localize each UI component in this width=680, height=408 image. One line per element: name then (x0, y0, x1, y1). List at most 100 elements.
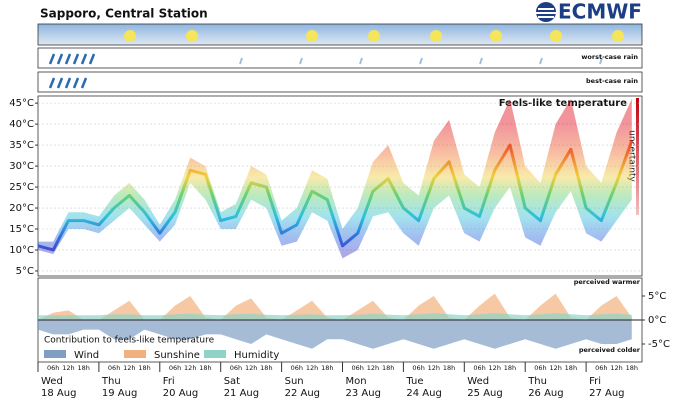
sun (550, 30, 562, 42)
day-label: Thu (527, 376, 547, 387)
hour-label: 18h (321, 364, 333, 372)
contrib-area (38, 293, 632, 320)
logo: ECMWF (536, 0, 642, 24)
hour-label: 12h (245, 364, 257, 372)
hour-label: 18h (626, 364, 638, 372)
day-label: Wed (41, 376, 63, 387)
y-tick-label: 15°C (9, 224, 34, 235)
main-title: Feels-like temperature (499, 98, 627, 109)
uncertainty-band (38, 98, 632, 259)
hour-label: 18h (260, 364, 272, 372)
date-label: 23 Aug (346, 388, 381, 399)
y-tick-label: 25°C (9, 182, 34, 193)
y-tick-label: 35°C (9, 140, 34, 151)
hour-label: 12h (123, 364, 135, 372)
date-label: 20 Aug (163, 388, 198, 399)
y2-tick-label: 0°C (648, 315, 666, 326)
sun (306, 30, 318, 42)
hour-label: 12h (306, 364, 318, 372)
date-label: 21 Aug (224, 388, 259, 399)
hour-label: 06h (47, 364, 59, 372)
hour-label: 06h (412, 364, 424, 372)
hour-label: 18h (565, 364, 577, 372)
hour-label: 12h (428, 364, 440, 372)
hour-label: 12h (62, 364, 74, 372)
legend-title: Contribution to feels-like temperature (44, 336, 215, 346)
legend-swatch (124, 350, 146, 358)
y-tick-label: 10°C (9, 245, 34, 256)
legend-label: Humidity (234, 350, 279, 361)
date-label: 27 Aug (589, 388, 624, 399)
date-label: 19 Aug (102, 388, 137, 399)
legend-swatch (44, 350, 66, 358)
hour-label: 12h (489, 364, 501, 372)
hour-label: 12h (610, 364, 622, 372)
hour-label: 06h (534, 364, 546, 372)
hour-label: 18h (138, 364, 150, 372)
y-tick-label: 45°C (9, 98, 34, 109)
logo-lines (536, 8, 556, 18)
day-label: Fri (589, 376, 601, 387)
hour-label: 18h (504, 364, 516, 372)
uncertainty-bar (636, 98, 639, 215)
contrib-area (38, 313, 632, 320)
suns (124, 30, 624, 42)
plot-layer: 5°C 10°C 15°C 20°C 25°C 30°C 35°C 40°C 45°C 5°C 0°… (9, 98, 670, 399)
sun (612, 30, 624, 42)
legend-label: Wind (74, 350, 99, 361)
legend-swatch (204, 350, 226, 358)
hour-label: 18h (443, 364, 455, 372)
warmer-label: perceived warmer (574, 278, 641, 286)
legend-label: Sunshine (154, 350, 200, 361)
date-label: 26 Aug (528, 388, 563, 399)
hour-label: 06h (108, 364, 120, 372)
rain-row (37, 71, 643, 93)
date-label: 22 Aug (285, 388, 320, 399)
hour-label: 06h (352, 364, 364, 372)
legend: Wind Sunshine Humidity (44, 350, 279, 361)
date-label: 25 Aug (467, 388, 502, 399)
hour-label: 06h (169, 364, 181, 372)
date-label: 24 Aug (406, 388, 441, 399)
y2-tick-label: 5°C (648, 291, 666, 302)
sun (490, 30, 502, 42)
title: Sapporo, Central Station (40, 7, 208, 21)
hour-label: 06h (230, 364, 242, 372)
day-label: Tue (405, 376, 423, 387)
rain-label: worst-case rain (581, 53, 638, 61)
day-label: Wed (467, 376, 489, 387)
day-label: Fri (163, 376, 175, 387)
sun (368, 30, 380, 42)
day-label: Sat (224, 376, 240, 387)
sun (124, 30, 136, 42)
y-tick-label: 5°C (16, 266, 34, 277)
day-label: Thu (101, 376, 121, 387)
day-label: Mon (346, 376, 367, 387)
median-line (37, 140, 634, 252)
y-tick-label: 30°C (9, 161, 34, 172)
sun (186, 30, 198, 42)
hour-label: 06h (473, 364, 485, 372)
hour-label: 18h (382, 364, 394, 372)
rain-label: best-case rain (586, 77, 638, 85)
y-tick-label: 40°C (9, 119, 34, 130)
hour-label: 18h (77, 364, 89, 372)
y-tick-label: 20°C (9, 203, 34, 214)
hour-label: 06h (595, 364, 607, 372)
y2-tick-label: -5°C (648, 339, 670, 350)
contrib-area (38, 320, 632, 349)
rain-icons (48, 53, 96, 89)
hour-label: 06h (291, 364, 303, 372)
hour-label: 12h (184, 364, 196, 372)
logo-text: ECMWF (558, 0, 642, 24)
colder-label: perceived colder (579, 346, 641, 354)
sun (430, 30, 442, 42)
date-label: 18 Aug (41, 388, 76, 399)
hour-label: 12h (367, 364, 379, 372)
day-label: Sun (285, 376, 304, 387)
hour-label: 18h (199, 364, 211, 372)
rain-icons-faint (239, 57, 603, 65)
rain-row (37, 47, 643, 69)
hour-label: 12h (549, 364, 561, 372)
